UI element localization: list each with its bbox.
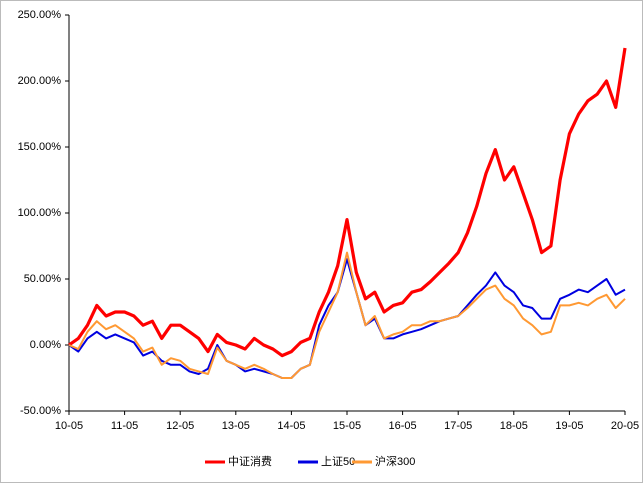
legend-label: 上证50 (321, 455, 355, 468)
y-tick-label: 200.00% (18, 75, 62, 87)
y-tick-label: 50.00% (24, 273, 62, 285)
legend-label: 沪深300 (375, 454, 415, 468)
x-tick-label: 12-05 (166, 420, 194, 432)
x-tick-label: 11-05 (111, 420, 138, 432)
y-tick-label: 0.00% (30, 339, 61, 351)
legend-label: 中证消费 (228, 454, 272, 468)
x-tick-label: 17-05 (444, 420, 472, 432)
x-tick-label: 10-05 (55, 420, 83, 432)
x-tick-label: 13-05 (222, 420, 250, 432)
x-tick-label: 16-05 (389, 420, 417, 432)
y-tick-label: -50.00% (20, 405, 61, 417)
y-tick-label: 250.00% (18, 9, 62, 21)
x-tick-label: 19-05 (555, 420, 583, 432)
series-line (68, 47, 627, 358)
series-line (68, 251, 626, 379)
series-line (68, 258, 626, 379)
x-tick-label: 15-05 (333, 420, 361, 432)
x-tick-label: 18-05 (500, 420, 528, 432)
x-tick-label: 14-05 (277, 420, 305, 432)
x-tick-label: 20-05 (611, 420, 639, 432)
y-tick-label: 150.00% (18, 141, 62, 153)
y-tick-label: 100.00% (18, 207, 62, 219)
